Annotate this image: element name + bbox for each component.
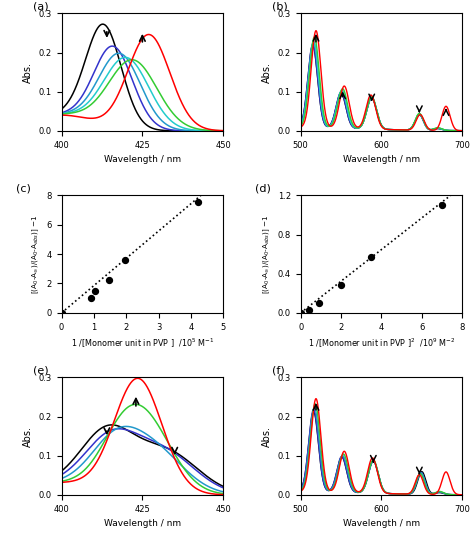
Point [106,276,113,285]
Y-axis label: Abs.: Abs. [23,62,33,82]
X-axis label: 1 /[Monomer unit in PVP ]$^2$  /10$^9$ M$^{-2}$: 1 /[Monomer unit in PVP ]$^2$ /10$^9$ M$… [308,337,455,350]
Point [305,305,312,314]
Y-axis label: [(A$_0$-A$_\infty$)/(A$_0$-A$_{abs}$)] $-$1: [(A$_0$-A$_\infty$)/(A$_0$-A$_{abs}$)] $… [262,215,272,294]
Text: (e): (e) [33,365,48,375]
Point [337,281,345,290]
Y-axis label: [(A$_0$-A$_\infty$)/(A$_0$-A$_{abs}$)] $-$1: [(A$_0$-A$_\infty$)/(A$_0$-A$_{abs}$)] $… [30,215,41,294]
Point [438,201,446,210]
Y-axis label: Abs.: Abs. [262,62,272,82]
X-axis label: Wavelength / nm: Wavelength / nm [104,519,181,528]
X-axis label: Wavelength / nm: Wavelength / nm [343,519,420,528]
Text: (a): (a) [33,1,48,11]
Point [58,309,65,317]
Point [315,299,323,307]
Y-axis label: Abs.: Abs. [262,426,272,447]
Point [194,198,202,207]
Point [88,294,95,302]
Point [121,256,129,265]
Point [91,287,99,295]
X-axis label: Wavelength / nm: Wavelength / nm [104,155,181,164]
Text: (c): (c) [17,183,31,193]
Y-axis label: Abs.: Abs. [23,426,33,447]
Text: (d): (d) [255,183,271,193]
X-axis label: Wavelength / nm: Wavelength / nm [343,155,420,164]
Text: (b): (b) [272,1,287,11]
X-axis label: 1 /[Monomer unit in PVP ]  /10$^5$ M$^{-1}$: 1 /[Monomer unit in PVP ] /10$^5$ M$^{-1… [71,337,214,350]
Point [297,309,304,317]
Point [367,253,375,261]
Text: (f): (f) [272,365,284,375]
